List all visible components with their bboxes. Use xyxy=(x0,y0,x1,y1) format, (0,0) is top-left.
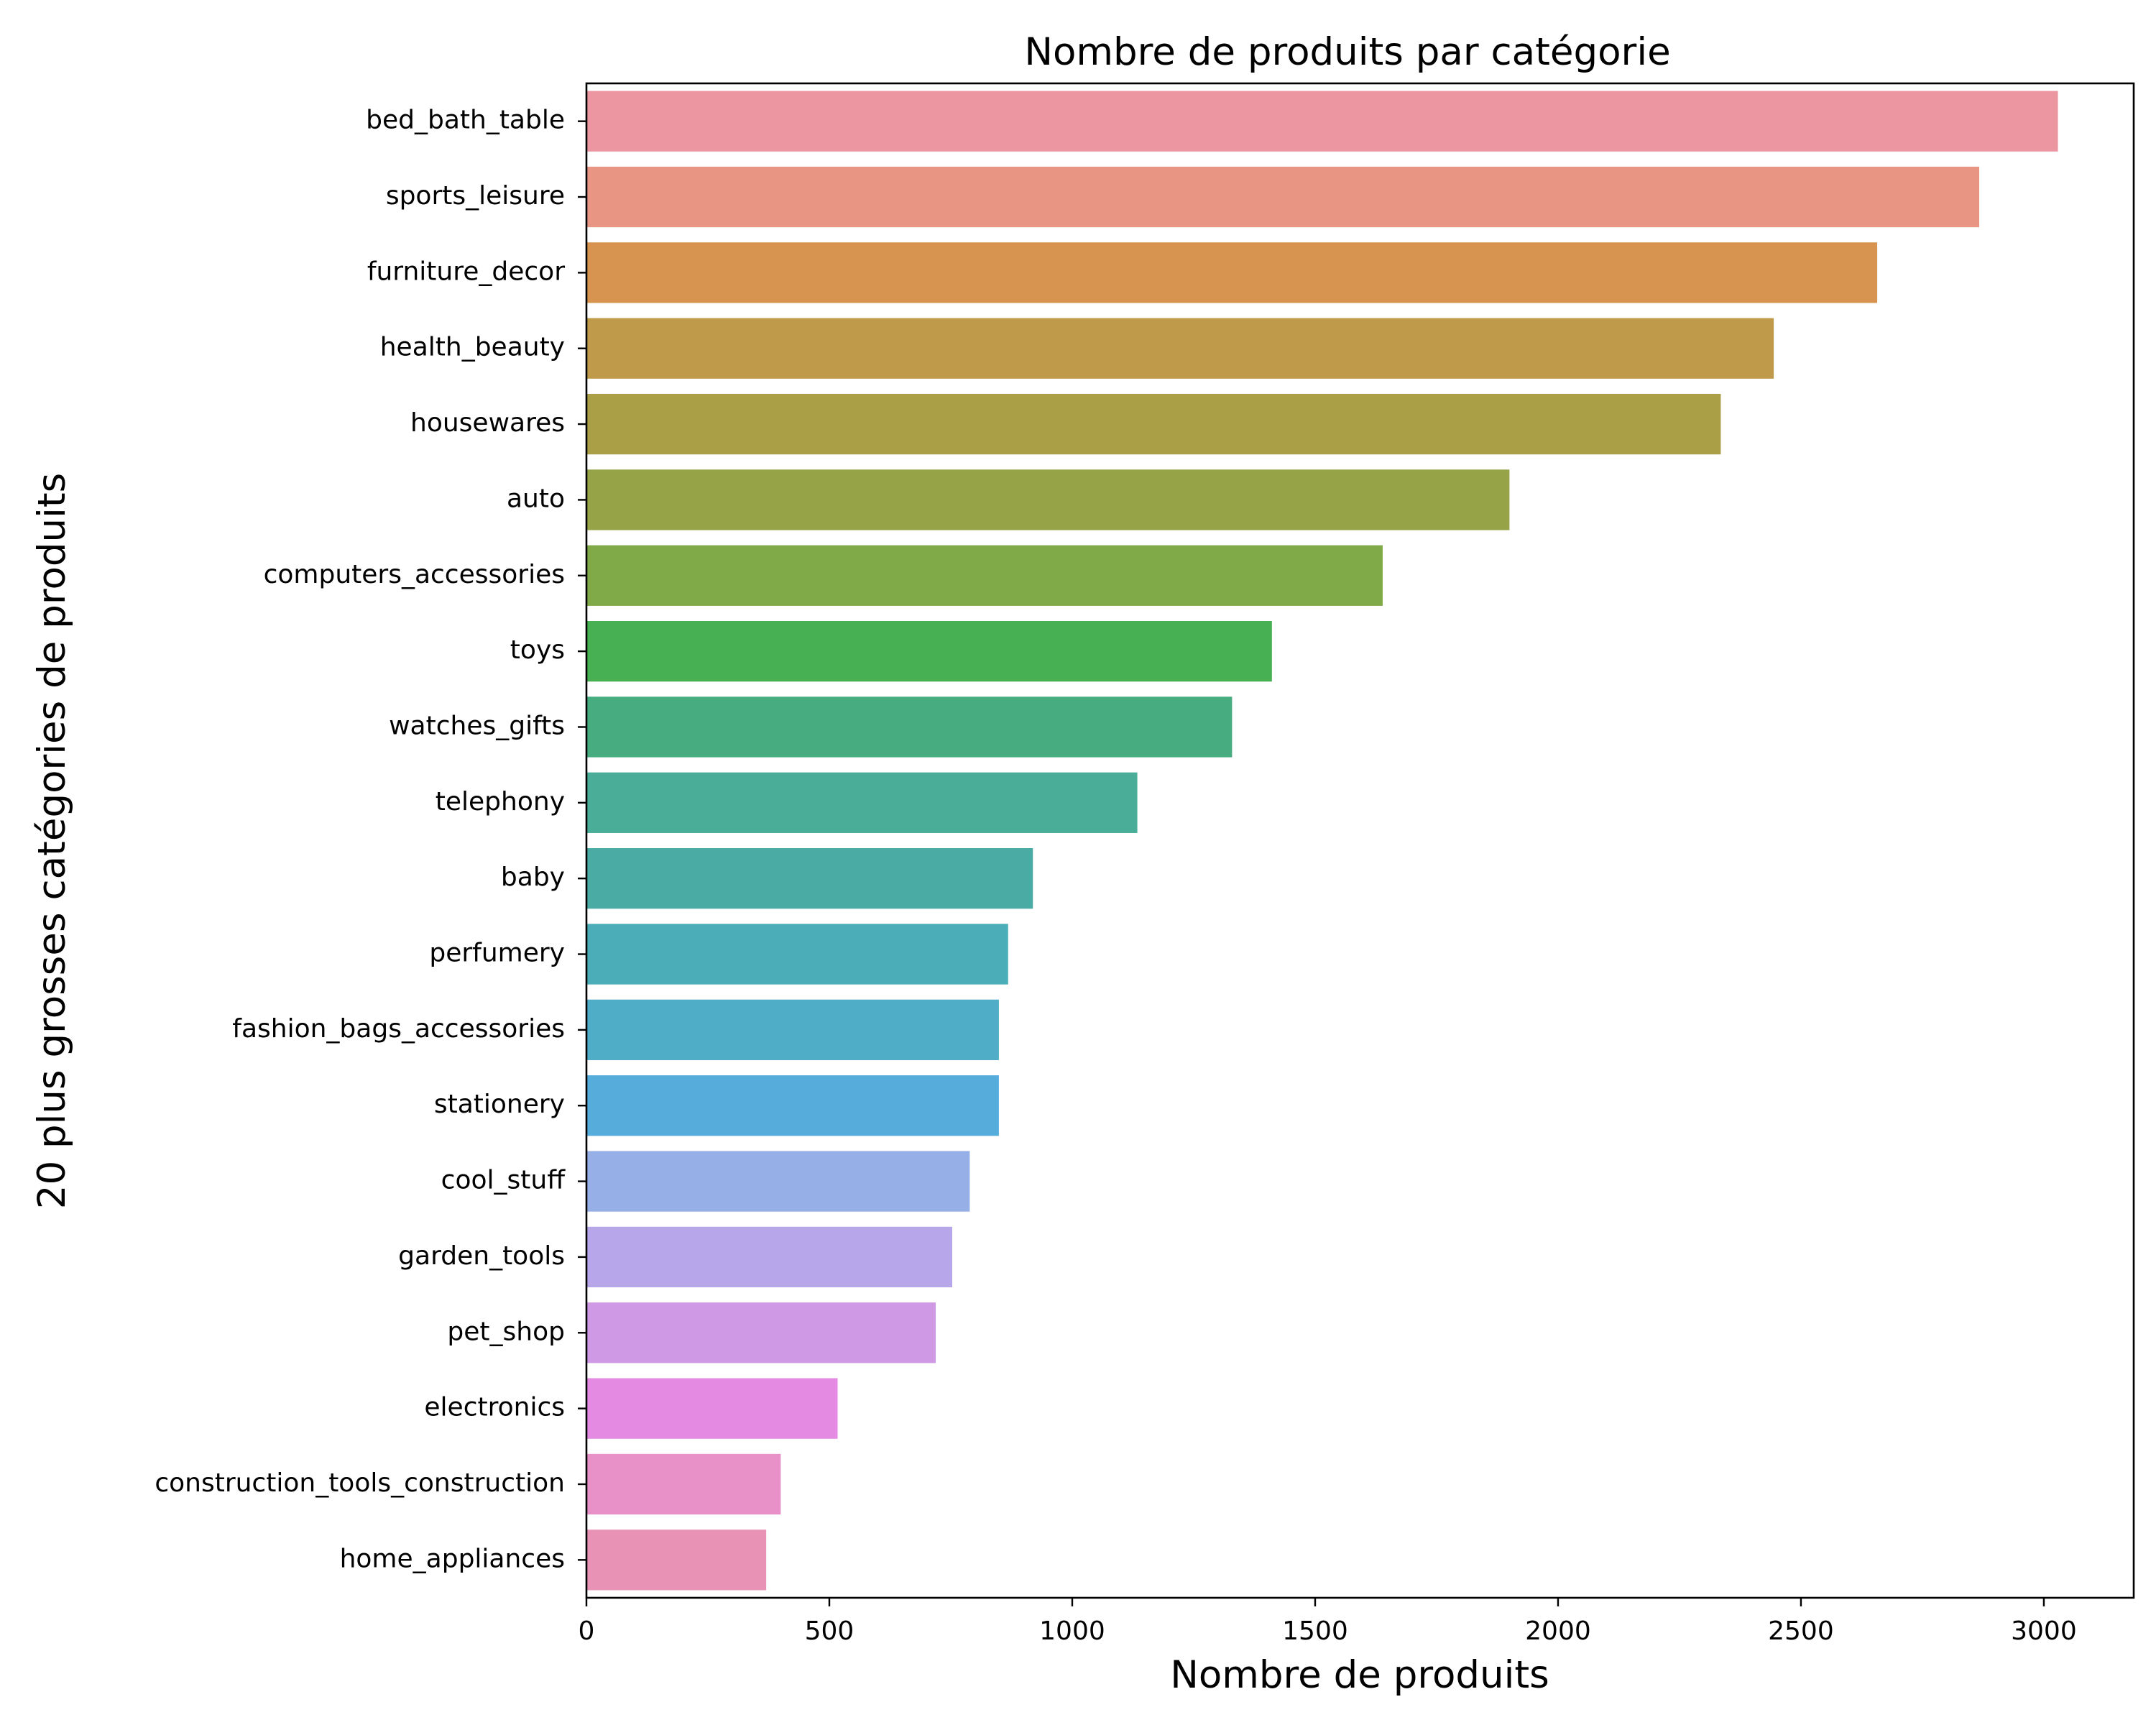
y-tick-label: pet_shop xyxy=(447,1317,565,1346)
bar-electronics xyxy=(586,1378,838,1439)
bar-fashion-bags-accessories xyxy=(586,999,999,1061)
x-tick-label: 3000 xyxy=(2011,1616,2077,1646)
x-tick-label: 1000 xyxy=(1039,1616,1105,1646)
bar-home-appliances xyxy=(586,1530,767,1591)
y-tick-label: furniture_decor xyxy=(367,257,565,286)
y-tick-label: baby xyxy=(501,862,565,892)
y-tick-label: cool_stuff xyxy=(441,1166,566,1195)
y-tick-label: perfumery xyxy=(429,939,565,968)
y-tick-label: watches_gifts xyxy=(389,711,565,740)
bar-sports-leisure xyxy=(586,166,1980,228)
y-tick-label: fashion_bags_accessories xyxy=(232,1014,565,1044)
y-tick-label: garden_tools xyxy=(398,1241,565,1271)
x-axis-title: Nombre de produits xyxy=(1170,1653,1549,1697)
x-tick-label: 500 xyxy=(805,1616,854,1646)
y-axis-title: 20 plus grosses catégories de produits xyxy=(30,473,74,1210)
bar-computers-accessories xyxy=(586,545,1383,606)
y-tick-label: stationery xyxy=(434,1090,565,1119)
chart-title: Nombre de produits par catégorie xyxy=(1024,30,1670,74)
bar-stationery xyxy=(586,1075,999,1136)
x-axis-ticks: 0 500 1000 1500 2000 2500 3000 xyxy=(579,1598,2077,1646)
bar-telephony xyxy=(586,772,1138,833)
bar-auto xyxy=(586,469,1510,530)
y-tick-label: health_beauty xyxy=(380,333,565,362)
bar-health-beauty xyxy=(586,318,1774,379)
plot-frame xyxy=(585,82,2135,1599)
bar-bed-bath-table xyxy=(586,91,2058,152)
y-tick-label: computers_accessories xyxy=(264,560,565,589)
y-tick-label: bed_bath_table xyxy=(366,106,565,135)
y-axis-ticks: bed_bath_table sports_leisure furniture_de… xyxy=(155,106,586,1573)
bar-pet-shop xyxy=(586,1302,936,1363)
bar-watches-gifts xyxy=(586,696,1233,758)
bar-construction-tools-construction xyxy=(586,1453,781,1515)
bar-baby xyxy=(586,848,1033,909)
x-tick-label: 1500 xyxy=(1282,1616,1348,1646)
y-tick-label: toys xyxy=(510,635,565,665)
y-tick-label: sports_leisure xyxy=(386,181,565,211)
y-tick-label: auto xyxy=(507,484,565,513)
x-tick-label: 2500 xyxy=(1768,1616,1834,1646)
x-tick-label: 2000 xyxy=(1525,1616,1591,1646)
y-tick-label: telephony xyxy=(436,787,565,816)
bar-garden-tools xyxy=(586,1226,953,1288)
bar-cool-stuff xyxy=(586,1151,970,1212)
bar-housewares xyxy=(586,393,1721,455)
bar-perfumery xyxy=(586,924,1008,985)
y-tick-label: housewares xyxy=(410,408,565,438)
x-tick-label: 0 xyxy=(579,1616,595,1646)
bar-furniture-decor xyxy=(586,242,1878,303)
y-tick-label: electronics xyxy=(424,1393,565,1422)
y-tick-label: home_appliances xyxy=(340,1544,565,1573)
bars-group xyxy=(586,91,2058,1591)
y-tick-label: construction_tools_construction xyxy=(155,1468,565,1498)
bar-toys xyxy=(586,620,1272,682)
